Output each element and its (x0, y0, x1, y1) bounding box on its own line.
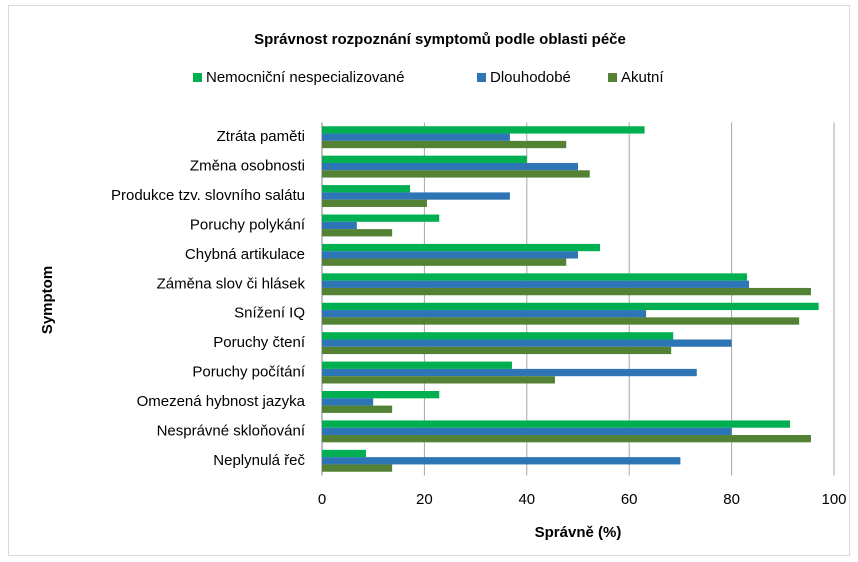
bar (322, 457, 681, 465)
bar (322, 251, 578, 259)
y-tick-label: Snížení IQ (234, 305, 305, 322)
legend-swatch (608, 73, 617, 82)
bar (322, 317, 800, 325)
y-tick-label: Změna osobnosti (190, 158, 305, 175)
bar (322, 302, 819, 311)
legend-label: Dlouhodobé (490, 69, 571, 86)
bar (322, 376, 555, 384)
bar (322, 273, 747, 281)
bar (322, 405, 393, 413)
bar (322, 368, 697, 377)
bar (322, 420, 790, 428)
y-tick-label: Poruchy počítání (192, 364, 305, 381)
bar (322, 287, 811, 296)
legend-swatch (193, 73, 202, 82)
bar (322, 229, 393, 237)
chart-title: Správnost rozpoznání symptomů podle obla… (254, 31, 626, 48)
legend-label: Nemocniční nespecializované (206, 69, 404, 86)
y-tick-label: Poruchy polykání (190, 216, 306, 233)
x-tick-label: 20 (416, 491, 433, 508)
x-tick-label: 0 (318, 491, 326, 508)
y-tick-label: Poruchy čtení (213, 334, 306, 351)
bar (322, 464, 393, 472)
bar (322, 361, 512, 369)
bar (322, 192, 510, 200)
bar (322, 332, 674, 340)
bar (322, 185, 411, 193)
x-tick-label: 100 (821, 491, 846, 508)
bar (322, 162, 578, 171)
bar (322, 310, 647, 318)
bar (322, 346, 672, 355)
bar (322, 221, 357, 230)
y-axis-title: Symptom (39, 266, 56, 334)
bar (322, 391, 440, 399)
bar (322, 280, 750, 288)
bar (322, 214, 440, 222)
legend-swatch (477, 73, 486, 82)
x-axis-title: Správně (%) (535, 524, 622, 541)
bar (322, 258, 567, 266)
x-tick-label: 40 (518, 491, 535, 508)
bar (322, 243, 601, 252)
y-tick-label: Produkce tzv. slovního salátu (111, 187, 305, 204)
bar (322, 398, 374, 406)
bar (322, 140, 567, 149)
x-tick-label: 60 (621, 491, 638, 508)
bar (322, 449, 367, 458)
y-tick-label: Ztráta paměti (217, 128, 305, 145)
y-tick-label: Chybná artikulace (185, 246, 305, 263)
bar (322, 155, 527, 163)
bar (322, 435, 811, 443)
bar (322, 126, 645, 134)
x-tick-label: 80 (723, 491, 740, 508)
bar (322, 339, 732, 347)
y-tick-label: Nesprávné skloňování (157, 422, 306, 439)
bar (322, 427, 732, 436)
bar (322, 133, 510, 141)
y-tick-label: Záměna slov či hlásek (157, 275, 306, 292)
y-tick-label: Omezená hybnost jazyka (137, 393, 306, 410)
legend-label: Akutní (621, 69, 664, 86)
bar (322, 199, 427, 207)
bar (322, 170, 590, 178)
y-tick-label: Neplynulá řeč (213, 452, 305, 469)
